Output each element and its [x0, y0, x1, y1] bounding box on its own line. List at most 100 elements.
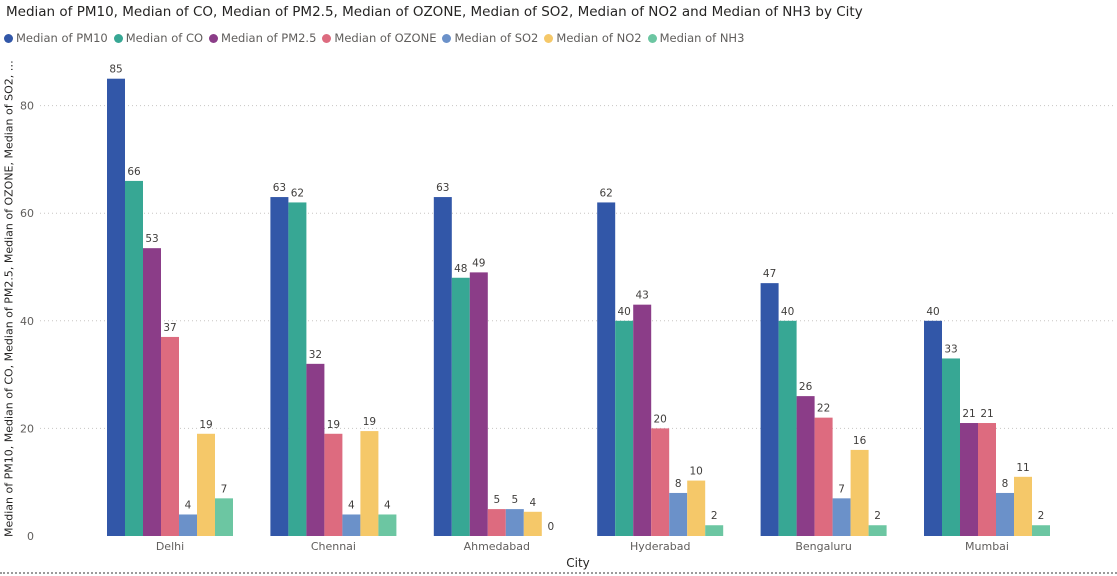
data-label: 21 — [962, 408, 975, 420]
y-tick-label: 0 — [27, 530, 34, 543]
bar[interactable] — [705, 525, 724, 536]
data-label: 66 — [127, 166, 141, 178]
data-label: 32 — [309, 349, 322, 361]
bar[interactable] — [760, 283, 779, 536]
bar[interactable] — [1014, 476, 1032, 536]
y-tick-label: 40 — [20, 315, 34, 328]
bar[interactable] — [796, 396, 815, 536]
data-label: 26 — [799, 381, 813, 393]
bar[interactable] — [179, 514, 197, 536]
data-label: 5 — [511, 494, 518, 506]
legend-label: Median of CO — [125, 31, 204, 45]
legend-dot-icon — [322, 33, 332, 43]
legend-label: Median of OZONE — [334, 31, 437, 45]
bar[interactable] — [469, 272, 488, 536]
legend-dot-icon — [209, 33, 219, 43]
legend-label: Median of NH3 — [659, 31, 745, 45]
bar[interactable] — [161, 336, 179, 536]
data-label: 4 — [384, 499, 391, 511]
bar[interactable] — [669, 492, 688, 536]
data-label: 49 — [472, 257, 485, 269]
bar[interactable] — [306, 363, 325, 536]
bar[interactable] — [814, 417, 833, 536]
bar[interactable] — [960, 423, 978, 536]
bar[interactable] — [868, 525, 887, 536]
bar[interactable] — [996, 492, 1014, 536]
data-label: 63 — [436, 182, 449, 194]
data-label: 40 — [618, 306, 631, 318]
data-label: 48 — [454, 263, 467, 275]
bar[interactable] — [651, 428, 670, 536]
legend-item-3[interactable]: Median of OZONE — [322, 31, 436, 45]
x-tick-label: Ahmedabad — [464, 540, 530, 553]
bar[interactable] — [850, 449, 869, 536]
legend-label: Median of PM10 — [16, 31, 108, 45]
bar[interactable] — [487, 509, 506, 536]
bar[interactable] — [342, 514, 361, 536]
data-label: 20 — [654, 413, 667, 425]
legend-item-4[interactable]: Median of SO2 — [442, 31, 538, 45]
bar[interactable] — [778, 320, 797, 536]
bar[interactable] — [924, 320, 942, 536]
bar[interactable] — [1032, 525, 1050, 536]
legend-item-0[interactable]: Median of PM10 — [4, 31, 108, 45]
data-label: 37 — [163, 322, 176, 334]
data-label: 43 — [636, 290, 649, 302]
data-label: 19 — [199, 419, 212, 431]
legend-item-6[interactable]: Median of NH3 — [647, 31, 745, 45]
data-label: 7 — [221, 483, 228, 495]
bar[interactable] — [197, 433, 215, 536]
bar[interactable] — [433, 197, 452, 536]
bar[interactable] — [633, 304, 652, 536]
bar[interactable] — [270, 197, 289, 536]
x-tick-label: Hyderabad — [630, 540, 691, 553]
data-label: 4 — [529, 497, 536, 509]
bar[interactable] — [687, 480, 706, 536]
bar[interactable] — [942, 358, 960, 536]
y-tick-label: 20 — [20, 422, 34, 435]
bar[interactable] — [597, 202, 616, 536]
data-label: 47 — [763, 268, 776, 280]
data-label: 33 — [944, 343, 957, 355]
data-label: 2 — [711, 510, 718, 522]
bar[interactable] — [360, 431, 379, 536]
data-label: 11 — [1016, 462, 1029, 474]
bar[interactable] — [615, 320, 634, 536]
data-label: 2 — [1038, 510, 1045, 522]
data-label: 5 — [493, 494, 500, 506]
x-axis-title: City — [566, 556, 590, 570]
bar[interactable] — [125, 180, 143, 537]
data-label: 8 — [675, 478, 682, 490]
data-label: 19 — [363, 416, 376, 428]
bar[interactable] — [523, 511, 542, 536]
x-tick-label: Chennai — [311, 540, 356, 553]
data-label: 21 — [980, 408, 993, 420]
legend-dot-icon — [544, 33, 554, 43]
bar[interactable] — [978, 423, 996, 536]
bar[interactable] — [143, 248, 161, 537]
x-tick-label: Mumbai — [965, 540, 1009, 553]
bar[interactable] — [832, 498, 851, 536]
data-label: 10 — [690, 466, 703, 478]
legend-item-2[interactable]: Median of PM2.5 — [209, 31, 316, 45]
data-label: 8 — [1002, 478, 1009, 490]
legend-label: Median of PM2.5 — [221, 31, 317, 45]
bar[interactable] — [288, 202, 307, 536]
bar[interactable] — [324, 433, 343, 536]
legend-item-5[interactable]: Median of NO2 — [544, 31, 642, 45]
chart-title: Median of PM10, Median of CO, Median of … — [6, 4, 863, 20]
data-label: 4 — [185, 499, 192, 511]
x-tick-label: Bengaluru — [795, 540, 852, 553]
bar[interactable] — [378, 514, 397, 536]
y-tick-label: 60 — [20, 207, 34, 220]
legend-item-1[interactable]: Median of CO — [113, 31, 204, 45]
bar[interactable] — [451, 277, 470, 536]
legend-label: Median of SO2 — [454, 31, 539, 45]
legend-dot-icon — [647, 33, 657, 43]
legend: Median of PM10 Median of CO Median of PM2.… — [4, 30, 750, 46]
bar[interactable] — [107, 78, 125, 536]
bar[interactable] — [215, 498, 233, 536]
bar[interactable] — [505, 509, 524, 536]
data-label: 0 — [547, 521, 554, 533]
